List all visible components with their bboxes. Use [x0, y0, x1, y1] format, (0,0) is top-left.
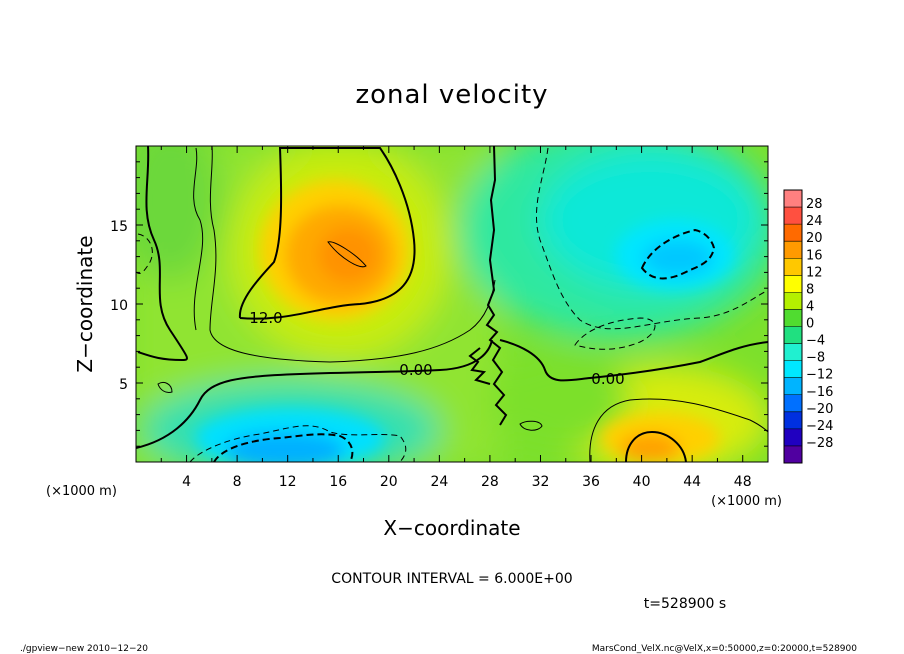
colorbar-swatch: [784, 343, 802, 362]
colorbar-label: 8: [806, 282, 814, 297]
contour-label-0-left: 0.00: [399, 361, 432, 379]
colorbar-label: 20: [806, 231, 823, 246]
colorbar-swatch: [784, 377, 802, 396]
colorbar-label: 12: [806, 265, 823, 280]
time-text: t=528900 s: [644, 596, 726, 612]
contour-label-12: 12.0: [249, 309, 282, 327]
colorbar-label: 0: [806, 317, 814, 332]
colorbar-swatch: [784, 394, 802, 413]
chart-title: zonal velocity: [355, 80, 548, 110]
x-tick-label: 8: [233, 474, 242, 490]
colorbar-swatch: [784, 258, 802, 276]
colorbar: 28 24 20 16 12 8 4 0 −4 −8 −12 −16 −20 −24 −28: [783, 189, 833, 464]
colorbar-swatch: [784, 326, 802, 345]
colorbar-label: −4: [806, 334, 825, 349]
colorbar-swatch: [784, 190, 802, 208]
colorbar-label: −16: [806, 385, 833, 400]
x-tick-label: 28: [481, 474, 499, 490]
x-tick-label: 12: [279, 474, 297, 490]
colorbar-swatch: [784, 224, 802, 242]
colorbar-swatch: [784, 428, 802, 447]
y-tick-label: 5: [119, 377, 128, 393]
x-tick-label: 16: [329, 474, 347, 490]
colorbar-label: 24: [806, 214, 823, 229]
x-tick-label: 4: [182, 474, 191, 490]
y-tick-label: 15: [110, 219, 128, 235]
colorbar-swatch: [784, 360, 802, 379]
x-tick-label: 20: [380, 474, 398, 490]
y-tick-label: 10: [110, 298, 128, 314]
x-tick-label: 40: [633, 474, 651, 490]
x-axis-label: X−coordinate: [383, 516, 520, 540]
footer-right: MarsCond_VelX.nc@VelX,x=0:50000,z=0:2000…: [592, 644, 857, 654]
colorbar-label: −24: [806, 419, 833, 434]
colorbar-swatch: [784, 275, 802, 293]
x-unit-label: (×1000 m): [711, 494, 782, 509]
colorbar-swatch: [784, 292, 802, 310]
colorbar-swatch: [784, 207, 802, 225]
contour-label-0-right: 0.00: [591, 370, 624, 388]
colorbar-label: −8: [806, 351, 825, 366]
heatmap-field: 12.0 0.00 0.00: [136, 146, 768, 462]
x-tick-label: 36: [582, 474, 600, 490]
colorbar-swatch: [784, 309, 802, 327]
colorbar-swatch: [784, 411, 802, 430]
colorbar-label: −28: [806, 436, 833, 451]
y-unit-label: (×1000 m): [46, 484, 117, 499]
x-axis-ticks: 4 8 12 16 20 24 28 32 36 40 44 48: [160, 146, 752, 490]
colorbar-label: 16: [806, 248, 823, 263]
footer-left: ./gpview−new 2010−12−20: [20, 644, 148, 654]
contour-interval-text: CONTOUR INTERVAL = 6.000E+00: [331, 571, 572, 587]
colorbar-label: 4: [806, 299, 814, 314]
colorbar-label: −12: [806, 368, 833, 383]
colorbar-label: −20: [806, 402, 833, 417]
x-tick-label: 48: [734, 474, 752, 490]
colorbar-swatch: [784, 445, 802, 464]
x-tick-label: 24: [430, 474, 448, 490]
colorbar-swatch: [784, 241, 802, 259]
y-axis-label: Z−coordinate: [73, 235, 97, 372]
x-tick-label: 44: [683, 474, 701, 490]
colorbar-label: 28: [806, 197, 823, 212]
x-tick-label: 32: [532, 474, 550, 490]
y-axis-ticks: 5 10 15: [110, 161, 768, 447]
